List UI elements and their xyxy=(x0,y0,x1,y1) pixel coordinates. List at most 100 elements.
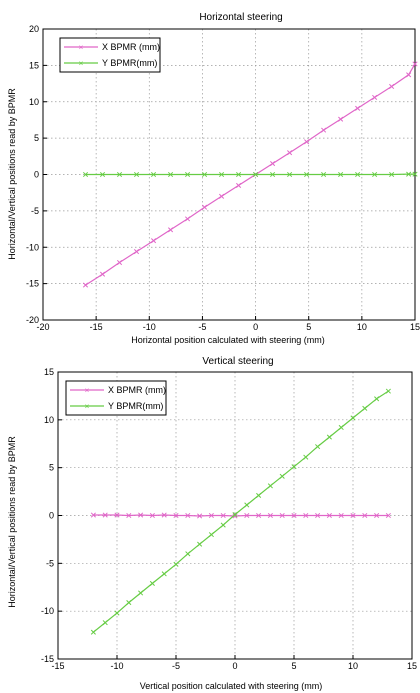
data-point-y-bpmr-mm xyxy=(184,171,191,178)
data-point-y-bpmr-mm xyxy=(173,561,179,567)
data-point-y-bpmr-mm xyxy=(138,590,144,596)
data-point-y-bpmr-mm xyxy=(267,483,273,489)
data-point-y-bpmr-mm xyxy=(116,171,123,178)
data-point-y-bpmr-mm xyxy=(287,171,293,178)
x-tick-label: -10 xyxy=(143,322,156,332)
x-tick-label: -15 xyxy=(51,661,64,671)
legend-box xyxy=(59,37,161,73)
x-tick-label: 15 xyxy=(410,322,420,332)
y-tick-label: 0 xyxy=(34,170,39,180)
x-axis-label: Vertical position calculated with steeri… xyxy=(140,681,323,691)
data-point-y-bpmr-mm xyxy=(244,502,250,508)
data-point-x-bpmr-mm xyxy=(279,512,285,519)
x-tick-label: 10 xyxy=(357,322,367,332)
x-axis-label: Horizontal position calculated with stee… xyxy=(131,335,325,345)
x-tick-label: 0 xyxy=(253,322,258,332)
data-point-x-bpmr-mm xyxy=(185,512,191,519)
data-point-y-bpmr-mm xyxy=(321,171,327,178)
x-tick-label: 0 xyxy=(232,661,237,671)
data-point-x-bpmr-mm xyxy=(202,204,208,210)
y-axis-label: Horizontal/Vertical positions read by BP… xyxy=(7,436,17,608)
data-point-y-bpmr-mm xyxy=(279,473,285,479)
data-point-y-bpmr-mm xyxy=(197,541,203,547)
data-point-x-bpmr-mm xyxy=(412,61,418,67)
data-point-y-bpmr-mm xyxy=(219,171,225,178)
data-point-x-bpmr-mm xyxy=(304,139,310,145)
data-point-x-bpmr-mm xyxy=(102,512,108,518)
data-point-x-bpmr-mm xyxy=(149,512,155,519)
data-point-x-bpmr-mm xyxy=(303,512,309,519)
legend-marker-y-bpmr: × xyxy=(79,59,84,68)
data-point-x-bpmr-mm xyxy=(208,512,214,519)
y-tick-label: 10 xyxy=(29,97,39,107)
data-point-x-bpmr-mm xyxy=(220,512,226,519)
legend-box xyxy=(65,380,167,416)
data-point-y-bpmr-mm xyxy=(102,620,108,626)
data-point-y-bpmr-mm xyxy=(126,600,132,606)
data-point-x-bpmr-mm xyxy=(116,259,123,266)
data-point-y-bpmr-mm xyxy=(236,171,242,178)
x-tick-label: -5 xyxy=(198,322,206,332)
data-point-y-bpmr-mm xyxy=(303,454,309,460)
data-point-y-bpmr-mm xyxy=(185,551,191,557)
data-point-x-bpmr-mm xyxy=(197,513,203,519)
legend-label-y-bpmr: Y BPMR(mm) xyxy=(102,58,157,68)
data-point-x-bpmr-mm xyxy=(350,512,356,519)
data-point-y-bpmr-mm xyxy=(202,171,208,178)
data-point-x-bpmr-mm xyxy=(362,512,368,519)
data-point-x-bpmr-mm xyxy=(138,512,144,518)
data-point-y-bpmr-mm xyxy=(149,580,155,586)
x-tick-label: 5 xyxy=(291,661,296,671)
data-point-y-bpmr-mm xyxy=(355,171,361,178)
data-point-x-bpmr-mm xyxy=(161,512,167,518)
data-point-y-bpmr-mm xyxy=(99,171,106,178)
data-point-x-bpmr-mm xyxy=(244,512,250,519)
legend-marker-x-bpmr: × xyxy=(85,386,90,395)
data-point-y-bpmr-mm xyxy=(362,405,368,411)
legend-label-x-bpmr: X BPMR (mm) xyxy=(108,385,166,395)
data-point-x-bpmr-mm xyxy=(406,72,412,78)
data-point-x-bpmr-mm xyxy=(355,105,361,111)
chart-title: Vertical steering xyxy=(202,356,273,367)
chart-vertical-steering: Vertical steering Vertical position calc… xyxy=(7,356,417,691)
data-point-y-bpmr-mm xyxy=(315,444,321,450)
y-tick-label: -10 xyxy=(26,242,39,252)
data-point-y-bpmr-mm xyxy=(256,492,262,498)
data-point-y-bpmr-mm xyxy=(150,171,157,178)
data-point-x-bpmr-mm xyxy=(315,512,321,519)
series-line-x-bpmr-mm xyxy=(93,514,389,517)
data-point-y-bpmr-mm xyxy=(114,610,120,616)
data-point-y-bpmr-mm xyxy=(90,629,96,635)
data-point-x-bpmr-mm xyxy=(267,512,273,519)
data-point-x-bpmr-mm xyxy=(326,512,332,519)
series xyxy=(90,388,391,635)
data-point-x-bpmr-mm xyxy=(126,512,132,519)
data-point-y-bpmr-mm xyxy=(406,171,412,177)
legend-marker-y-bpmr: × xyxy=(85,402,90,411)
data-point-y-bpmr-mm xyxy=(326,434,332,440)
data-point-y-bpmr-mm xyxy=(220,522,226,528)
data-point-x-bpmr-mm xyxy=(291,512,297,519)
y-tick-label: -5 xyxy=(31,206,39,216)
data-point-x-bpmr-mm xyxy=(236,182,242,188)
x-tick-label: 15 xyxy=(407,661,417,671)
data-point-x-bpmr-mm xyxy=(219,193,225,199)
data-point-x-bpmr-mm xyxy=(321,127,327,133)
data-point-y-bpmr-mm xyxy=(208,532,214,538)
data-point-y-bpmr-mm xyxy=(232,511,238,518)
ticks: -20 -15 -10 -5 0 5 10 15 20 15 10 5 0 -5 -10 -15 -20 xyxy=(26,24,420,332)
data-point-x-bpmr-mm xyxy=(287,150,293,156)
y-tick-label: -10 xyxy=(41,606,54,616)
data-point-y-bpmr-mm xyxy=(350,415,356,421)
data-point-x-bpmr-mm xyxy=(338,116,344,122)
y-tick-label: 10 xyxy=(44,415,54,425)
chart-horizontal-steering: Horizontal steering Horizontal position … xyxy=(7,12,420,345)
y-tick-label: -5 xyxy=(46,558,54,568)
data-point-x-bpmr-mm xyxy=(82,282,89,288)
data-point-x-bpmr-mm xyxy=(114,512,120,518)
data-point-y-bpmr-mm xyxy=(291,464,297,470)
data-point-x-bpmr-mm xyxy=(150,238,157,244)
data-point-x-bpmr-mm xyxy=(167,227,174,233)
series xyxy=(82,61,418,288)
